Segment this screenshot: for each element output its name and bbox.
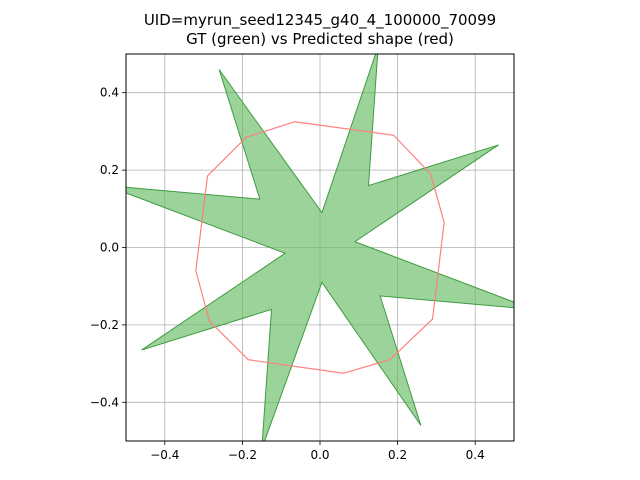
chart-subtitle: GT (green) vs Predicted shape (red) <box>186 30 454 48</box>
axis-ticks: −0.4 −0.2 0.0 0.2 0.4 −0.4 −0.2 0.0 0.2 0.4 <box>90 86 485 462</box>
x-tick-label: 0.0 <box>310 448 329 462</box>
gt-shape-polygon <box>126 54 514 441</box>
x-tick-label: −0.4 <box>150 448 179 462</box>
chart-title: UID=myrun_seed12345_g40_4_100000_70099 <box>143 11 497 29</box>
x-tick-label: 0.4 <box>466 448 485 462</box>
y-tick-label: 0.2 <box>100 163 119 177</box>
y-tick-label: 0.0 <box>100 241 119 255</box>
x-tick-label: 0.2 <box>388 448 407 462</box>
y-tick-label: 0.4 <box>100 86 119 100</box>
plot-series <box>126 54 514 441</box>
y-tick-label: −0.2 <box>90 318 119 332</box>
predicted-shape-polygon <box>195 121 445 374</box>
x-tick-label: −0.2 <box>228 448 257 462</box>
y-tick-label: −0.4 <box>90 395 119 409</box>
